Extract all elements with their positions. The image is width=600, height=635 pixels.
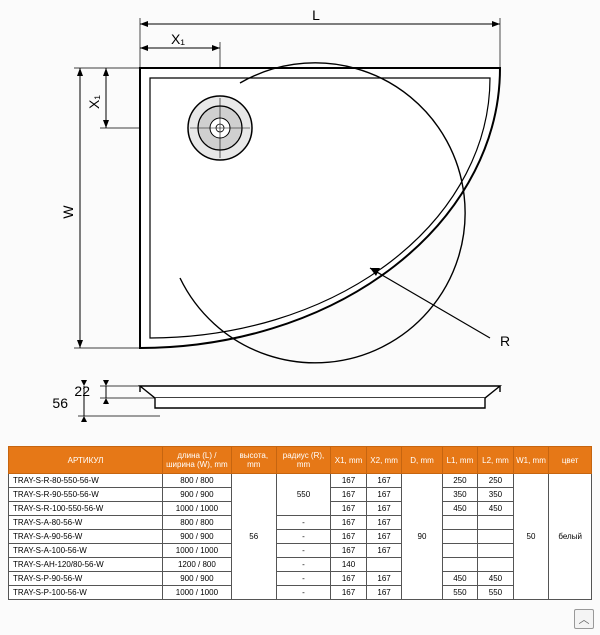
tray-profile bbox=[140, 386, 500, 408]
dim-letter-r: R bbox=[500, 333, 510, 349]
col-header: высота, mm bbox=[231, 447, 276, 474]
table-row: TRAY-S-AH-120/80-56-W1200 / 800-140 bbox=[9, 558, 592, 572]
col-header: X1, mm bbox=[331, 447, 367, 474]
table-row: TRAY-S-A-90-56-W900 / 900-167167 bbox=[9, 530, 592, 544]
dim-letter-x1-left: X₁ bbox=[86, 95, 102, 109]
table-row: TRAY-S-A-80-56-W800 / 800-167167 bbox=[9, 516, 592, 530]
dim-letter-w: W bbox=[60, 205, 76, 219]
table-row: TRAY-S-R-80-550-56-W800 / 80056550167167… bbox=[9, 474, 592, 488]
col-header: D, mm bbox=[402, 447, 442, 474]
col-header: W1, mm bbox=[513, 447, 549, 474]
spec-table: АРТИКУЛдлина (L) / ширина (W), mmвысота,… bbox=[8, 446, 592, 600]
col-header: X2, mm bbox=[366, 447, 402, 474]
col-header: L2, mm bbox=[478, 447, 514, 474]
scroll-up-button[interactable]: ︿ bbox=[574, 609, 594, 629]
table-row: TRAY-S-A-100-56-W1000 / 1000-167167 bbox=[9, 544, 592, 558]
table-row: TRAY-S-P-100-56-W1000 / 1000-16716755055… bbox=[9, 586, 592, 600]
dim-letter-x1-top: X₁ bbox=[171, 31, 185, 47]
technical-diagram: L X₁ W X₁ bbox=[40, 8, 560, 448]
chevron-up-icon: ︿ bbox=[579, 611, 590, 627]
dim-letter-l: L bbox=[312, 8, 320, 23]
col-header: радиус (R), mm bbox=[276, 447, 331, 474]
col-header: L1, mm bbox=[442, 447, 478, 474]
col-header: длина (L) / ширина (W), mm bbox=[163, 447, 232, 474]
dim-56: 56 bbox=[52, 395, 68, 411]
col-header: цвет bbox=[549, 447, 592, 474]
table-row: TRAY-S-P-90-56-W900 / 900-167167450450 bbox=[9, 572, 592, 586]
dim-22: 22 bbox=[74, 383, 90, 399]
col-header: АРТИКУЛ bbox=[9, 447, 163, 474]
